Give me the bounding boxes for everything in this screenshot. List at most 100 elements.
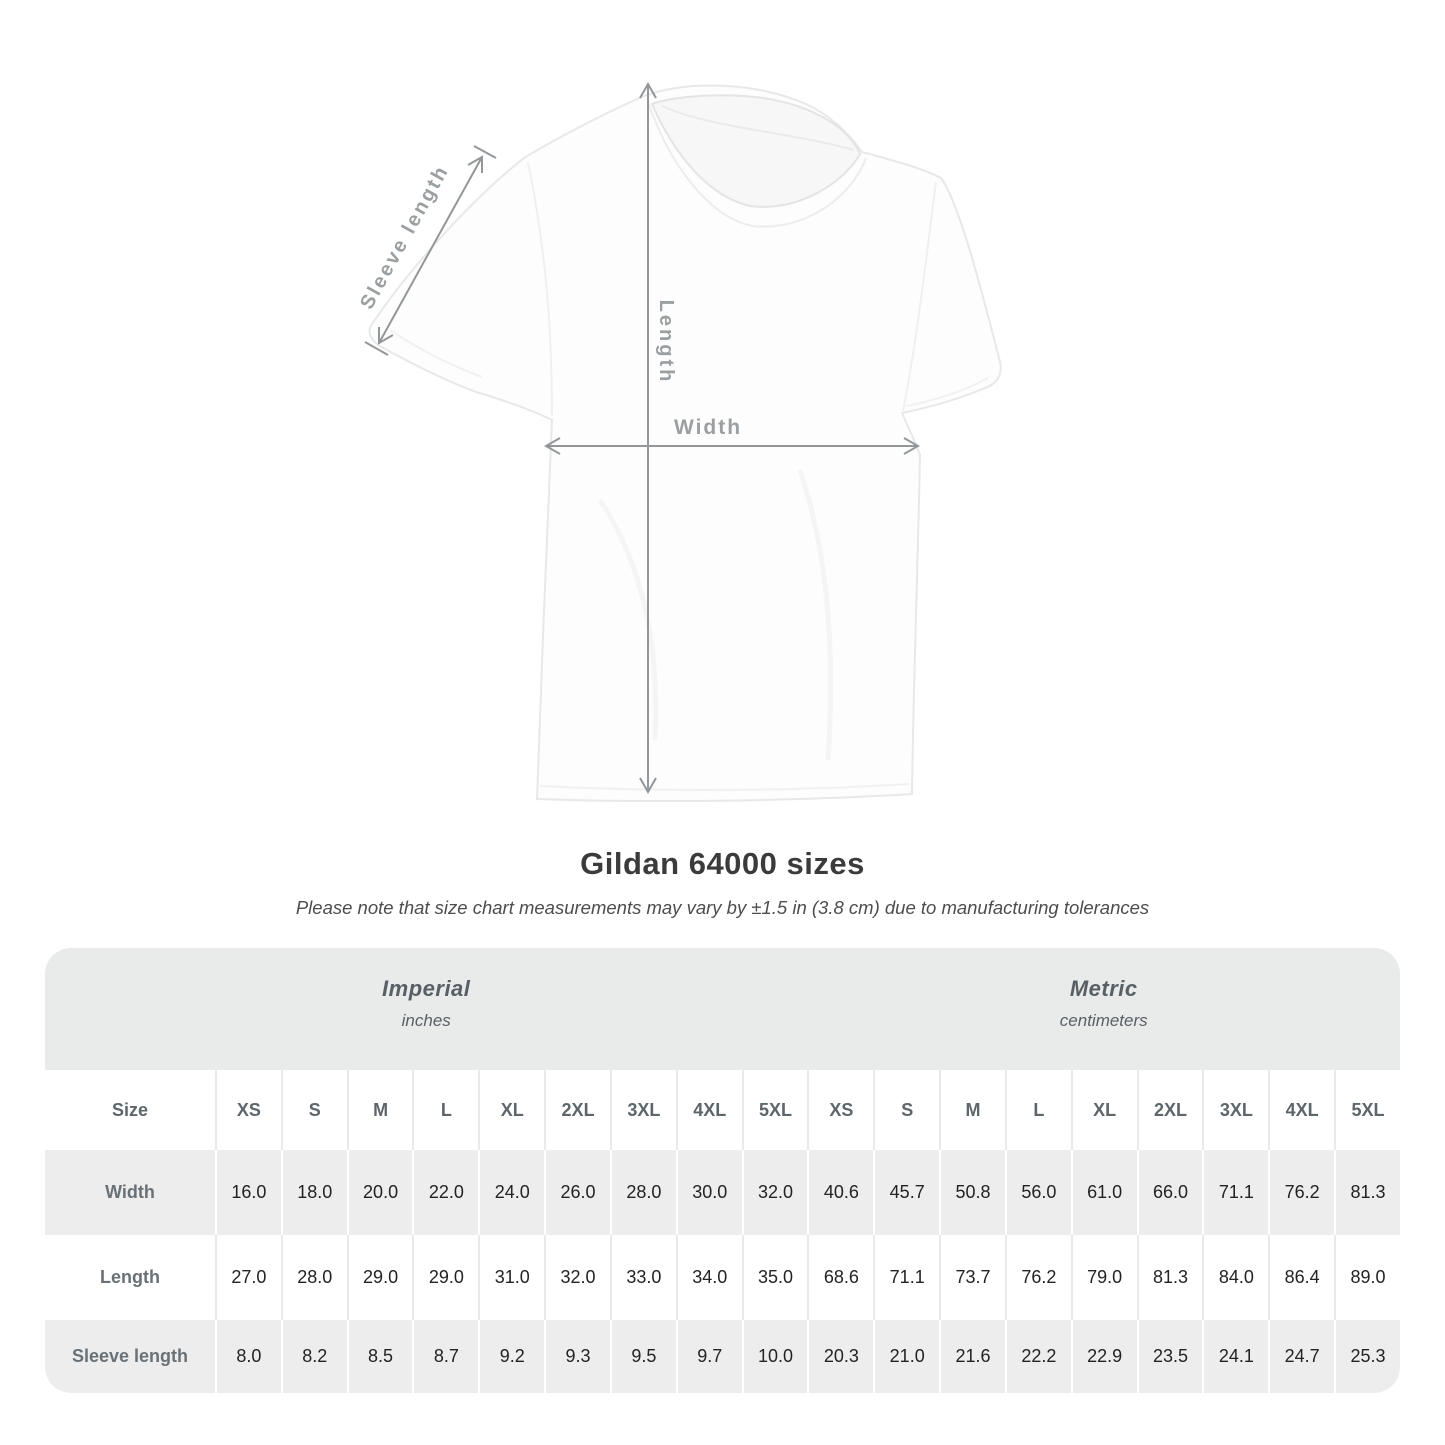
size-column-header: 5XL [741, 1070, 808, 1150]
measurement-value: 40.6 [807, 1150, 874, 1235]
tshirt-silhouette [368, 84, 1002, 803]
measurement-value: 20.3 [807, 1320, 874, 1393]
units-header-row: Imperial inches Metric centimeters [45, 948, 1400, 1070]
metric-section-title: Metric [1069, 976, 1138, 1001]
measurement-value: 34.0 [675, 1235, 742, 1320]
size-column-header: M [346, 1070, 413, 1150]
tolerance-note: Please note that size chart measurements… [295, 897, 1150, 918]
measurement-value: 10.0 [741, 1320, 808, 1393]
tshirt-left-cuff-seam [389, 329, 483, 378]
measurement-value: 45.7 [873, 1150, 940, 1235]
metric-section-unit: centimeters [1059, 1011, 1148, 1030]
tshirt-right-armhole-seam [902, 181, 937, 412]
measurement-value: 71.1 [873, 1235, 940, 1320]
tshirt-collar-seam [647, 101, 867, 228]
measurement-value: 32.0 [544, 1235, 610, 1320]
width-label: Width [674, 416, 742, 439]
tshirt-wrinkle-right [797, 469, 834, 761]
measurement-value: 9.5 [609, 1320, 676, 1393]
size-column-header: 3XL [609, 1070, 676, 1150]
measurement-row-label: Sleeve length [45, 1320, 215, 1393]
measurement-value: 8.5 [346, 1320, 413, 1393]
measurement-value: 16.0 [215, 1150, 281, 1235]
measurement-row-label: Width [45, 1150, 215, 1235]
measurement-row: Width 16.0 18.0 20.0 22.0 24.0 26.0 28.0 30.0 32.… [45, 1150, 1400, 1235]
sleeve-dimension-arrow [364, 145, 497, 356]
measurement-value: 81.3 [1136, 1235, 1203, 1320]
size-column-label: Size [45, 1070, 215, 1150]
measurement-row: Length 27.0 28.0 29.0 29.0 31.0 32.0 33.0 34.0 35… [45, 1235, 1400, 1320]
size-column-header: XL [478, 1070, 545, 1150]
measurement-value: 22.2 [1004, 1320, 1071, 1393]
measurement-value: 22.9 [1070, 1320, 1137, 1393]
imperial-section-unit: inches [401, 1011, 451, 1030]
measurement-value: 18.0 [280, 1150, 347, 1235]
size-column-header: L [412, 1070, 479, 1150]
size-column-header: XS [807, 1070, 874, 1150]
measurement-value: 21.6 [939, 1320, 1005, 1393]
page-title: Gildan 64000 sizes [580, 846, 865, 881]
measurement-value: 28.0 [609, 1150, 676, 1235]
imperial-section-title: Imperial [382, 976, 471, 1001]
measurement-value: 24.0 [478, 1150, 545, 1235]
measurement-value: 89.0 [1334, 1235, 1400, 1320]
measurement-value: 66.0 [1136, 1150, 1203, 1235]
measurement-value: 31.0 [478, 1235, 545, 1320]
measurement-value: 23.5 [1136, 1320, 1203, 1393]
measurement-value: 35.0 [741, 1235, 808, 1320]
measurement-value: 50.8 [939, 1150, 1005, 1235]
measurement-value: 8.7 [412, 1320, 479, 1393]
size-table-body: Width 16.0 18.0 20.0 22.0 24.0 26.0 28.0 30.0 32.… [45, 1150, 1400, 1393]
measurement-value: 71.1 [1202, 1150, 1269, 1235]
measurement-value: 84.0 [1202, 1235, 1269, 1320]
metric-section-header: Metric centimeters [807, 948, 1400, 1070]
size-column-header: S [873, 1070, 940, 1150]
size-column-header: 2XL [544, 1070, 610, 1150]
measurement-value: 33.0 [609, 1235, 676, 1320]
measurement-value: 29.0 [346, 1235, 413, 1320]
measurement-value: 73.7 [939, 1235, 1005, 1320]
size-column-header: XS [215, 1070, 281, 1150]
imperial-section-header: Imperial inches [45, 948, 808, 1070]
measurement-value: 24.1 [1202, 1320, 1269, 1393]
tshirt-collar-opening [650, 94, 862, 208]
size-column-header: 5XL [1334, 1070, 1400, 1150]
size-column-header: 3XL [1202, 1070, 1269, 1150]
size-column-header: XL [1070, 1070, 1137, 1150]
measurement-value: 20.0 [346, 1150, 413, 1235]
measurement-value: 29.0 [412, 1235, 479, 1320]
tshirt-collar-back-band [661, 105, 855, 151]
tshirt-wrinkle-left [597, 498, 659, 741]
tshirt-measurement-diagram: Length Width Sleeve length [356, 81, 1002, 803]
measurement-value: 9.3 [544, 1320, 610, 1393]
size-column-header: M [939, 1070, 1005, 1150]
measurement-value: 76.2 [1004, 1235, 1071, 1320]
measurement-value: 25.3 [1334, 1320, 1400, 1393]
measurement-value: 56.0 [1004, 1150, 1071, 1235]
size-column-header: 2XL [1136, 1070, 1203, 1150]
width-dimension-arrow [543, 437, 921, 455]
measurement-row-label: Length [45, 1235, 215, 1320]
measurement-row: Sleeve length 8.0 8.2 8.5 8.7 9.2 9.3 9.5 9.7 10.… [45, 1320, 1400, 1393]
measurement-value: 30.0 [675, 1150, 742, 1235]
size-column-header: 4XL [675, 1070, 742, 1150]
measurement-value: 28.0 [280, 1235, 347, 1320]
tshirt-hem-seam [539, 783, 910, 791]
tshirt-right-cuff-seam [905, 377, 989, 407]
size-column-header: L [1004, 1070, 1071, 1150]
size-column-header: 4XL [1268, 1070, 1335, 1150]
measurement-value: 8.2 [280, 1320, 347, 1393]
measurement-value: 9.2 [478, 1320, 545, 1393]
size-table: Imperial inches Metric centimeters Size … [45, 948, 1400, 1393]
size-column-header: S [280, 1070, 347, 1150]
length-dimension-arrow [639, 81, 657, 795]
tshirt-left-armhole-seam [527, 161, 553, 417]
measurement-value: 9.7 [675, 1320, 742, 1393]
measurement-value: 79.0 [1070, 1235, 1137, 1320]
measurement-value: 61.0 [1070, 1150, 1137, 1235]
measurement-value: 86.4 [1268, 1235, 1335, 1320]
size-header-row: Size XS S M L XL 2XL 3XL 4XL 5XL XS S M L XL 2XL 3XL 4XL… [45, 1070, 1400, 1150]
measurement-value: 22.0 [412, 1150, 479, 1235]
measurement-value: 32.0 [741, 1150, 808, 1235]
